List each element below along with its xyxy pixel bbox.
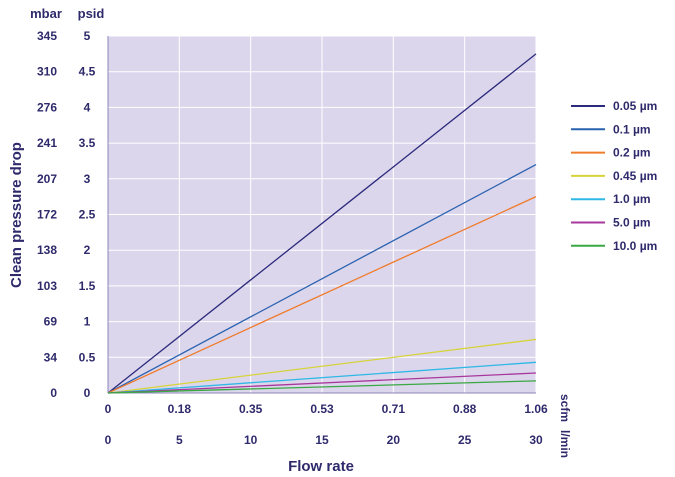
y-tick-psid: 1 xyxy=(84,315,91,329)
legend: 0.05 µm 0.1 µm 0.2 µm 0.45 µm 1.0 µm 5.0 µm 10… xyxy=(571,99,657,253)
legend-item: 5.0 µm xyxy=(571,216,651,230)
y-tick-mbar: 34 xyxy=(44,350,58,364)
y-tick-mbar: 207 xyxy=(37,172,57,186)
y-tick-mbar: 276 xyxy=(37,100,57,114)
legend-label: 0.45 µm xyxy=(613,169,657,183)
y-tick-mbar: 0 xyxy=(50,386,57,400)
x-tick-lmin: 0 xyxy=(105,433,112,447)
y-tick-psid: 4 xyxy=(84,100,91,114)
y-tick-mbar: 241 xyxy=(37,136,57,150)
y-tick-psid: 1.5 xyxy=(79,279,96,293)
tick-labels: 0 0.5 1 1.5 2 2.5 3 3.5 4 4.5 5 0 34 69 103 138 172 207 24… xyxy=(37,29,548,447)
y-axis-label: Clean pressure drop xyxy=(8,142,25,288)
y-tick-mbar: 138 xyxy=(37,243,57,257)
x-tick-lmin: 5 xyxy=(176,433,183,447)
x-tick-lmin: 25 xyxy=(458,433,472,447)
y-tick-psid: 2.5 xyxy=(79,208,96,222)
legend-item: 0.45 µm xyxy=(571,169,657,183)
y-unit-mbar: mbar xyxy=(30,6,62,21)
x-tick-lmin: 10 xyxy=(244,433,258,447)
x-tick-scfm: 1.06 xyxy=(524,402,548,416)
series-lines xyxy=(107,53,537,394)
y-tick-psid: 2 xyxy=(84,243,91,257)
grid-lines xyxy=(108,35,537,393)
legend-label: 1.0 µm xyxy=(613,192,651,206)
x-tick-lmin: 20 xyxy=(387,433,401,447)
legend-label: 5.0 µm xyxy=(613,216,651,230)
x-unit-scfm: scfm xyxy=(558,394,572,422)
series-line xyxy=(107,163,537,394)
y-tick-psid: 0.5 xyxy=(79,350,96,364)
x-tick-scfm: 0.35 xyxy=(239,402,263,416)
y-tick-psid: 3.5 xyxy=(79,136,96,150)
legend-item: 0.05 µm xyxy=(571,99,657,113)
y-tick-psid: 4.5 xyxy=(79,65,96,79)
series-line xyxy=(107,338,537,394)
x-tick-scfm: 0 xyxy=(105,402,112,416)
y-tick-mbar: 310 xyxy=(37,65,57,79)
y-tick-psid: 5 xyxy=(84,29,91,43)
y-tick-psid: 0 xyxy=(84,386,91,400)
series-line xyxy=(107,372,537,394)
series-line xyxy=(107,196,537,394)
series-line xyxy=(107,380,537,394)
x-tick-lmin: 15 xyxy=(315,433,329,447)
legend-item: 0.1 µm xyxy=(571,122,651,136)
x-tick-scfm: 0.88 xyxy=(453,402,477,416)
y-tick-mbar: 69 xyxy=(44,315,58,329)
x-tick-scfm: 0.71 xyxy=(382,402,406,416)
y-unit-psid: psid xyxy=(78,6,105,21)
x-tick-scfm: 0.53 xyxy=(310,402,334,416)
x-tick-lmin: 30 xyxy=(529,433,543,447)
x-tick-scfm: 0.18 xyxy=(168,402,192,416)
legend-label: 0.05 µm xyxy=(613,99,657,113)
legend-item: 10.0 µm xyxy=(571,239,657,253)
y-tick-psid: 3 xyxy=(84,172,91,186)
legend-item: 0.2 µm xyxy=(571,146,651,160)
legend-label: 0.1 µm xyxy=(613,122,651,136)
x-axis-label: Flow rate xyxy=(288,458,354,475)
y-tick-mbar: 345 xyxy=(37,29,57,43)
axes xyxy=(107,36,536,394)
series-line xyxy=(107,53,537,394)
y-tick-mbar: 172 xyxy=(37,208,57,222)
legend-item: 1.0 µm xyxy=(571,192,651,206)
series-line xyxy=(107,361,537,394)
legend-label: 10.0 µm xyxy=(613,239,657,253)
y-tick-mbar: 103 xyxy=(37,279,57,293)
legend-label: 0.2 µm xyxy=(613,146,651,160)
x-unit-lmin: l/min xyxy=(558,430,572,458)
